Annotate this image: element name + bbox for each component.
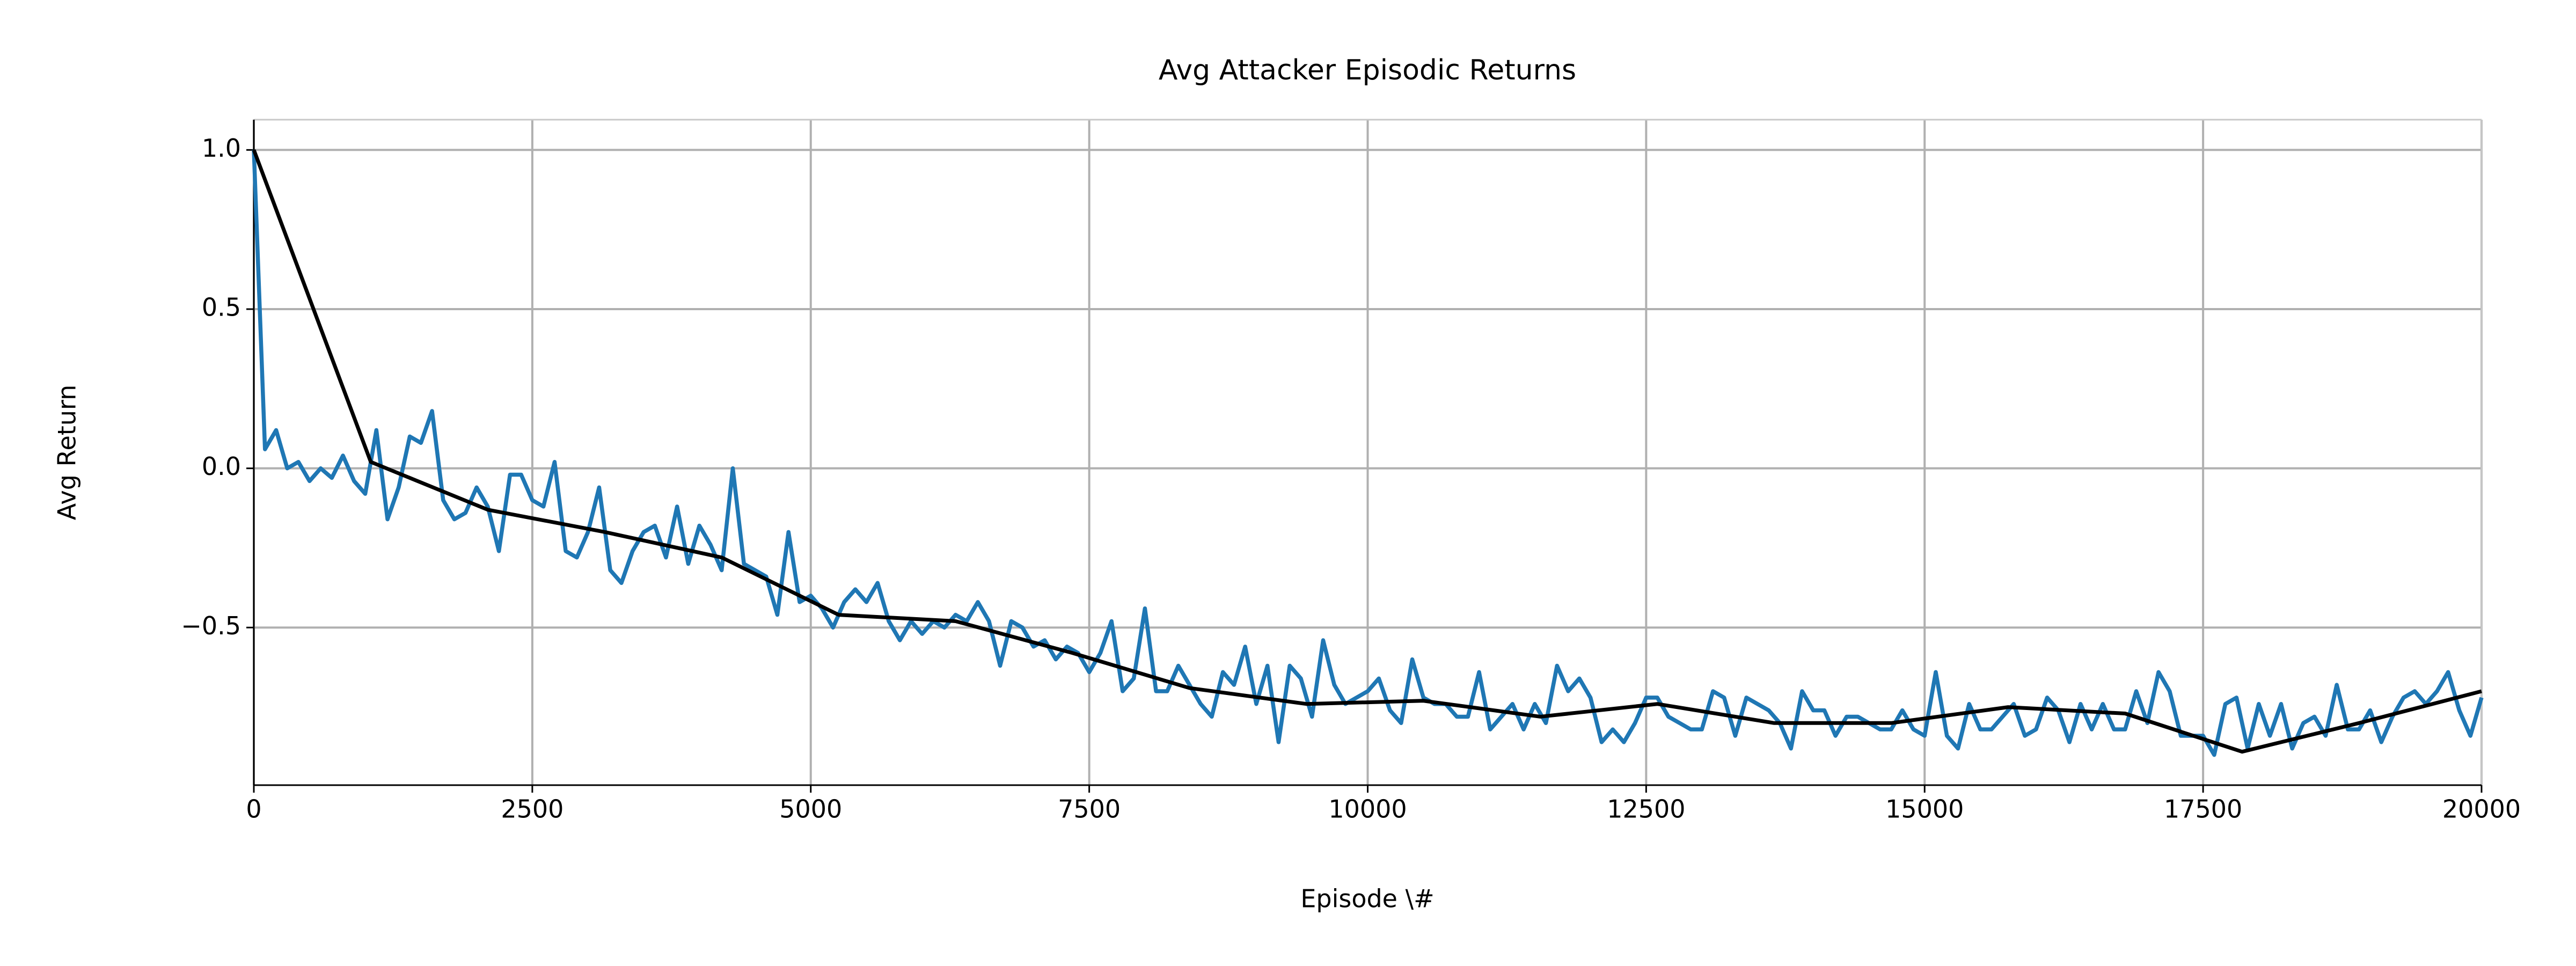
- x-tick-label: 12500: [1607, 795, 1685, 824]
- x-axis-label: Episode \#: [1300, 884, 1434, 913]
- y-tick-label: 0.5: [202, 293, 241, 322]
- y-tick-label: −0.5: [181, 611, 241, 640]
- y-axis-label: Avg Return: [53, 385, 82, 520]
- x-tick-label: 20000: [2442, 795, 2521, 824]
- x-tick-label: 0: [246, 795, 261, 824]
- x-tick-label: 2500: [501, 795, 564, 824]
- x-tick-label: 17500: [2164, 795, 2242, 824]
- y-tick-label: 0.0: [202, 452, 241, 481]
- x-tick-label: 15000: [1885, 795, 1964, 824]
- x-tick-label: 5000: [779, 795, 842, 824]
- chart-title: Avg Attacker Episodic Returns: [1159, 54, 1576, 86]
- line-series: [252, 149, 2482, 754]
- x-tick-label: 10000: [1328, 795, 1407, 824]
- line-series: [252, 150, 2484, 757]
- y-tick-label: 1.0: [202, 134, 241, 163]
- x-tick-label: 7500: [1058, 795, 1121, 824]
